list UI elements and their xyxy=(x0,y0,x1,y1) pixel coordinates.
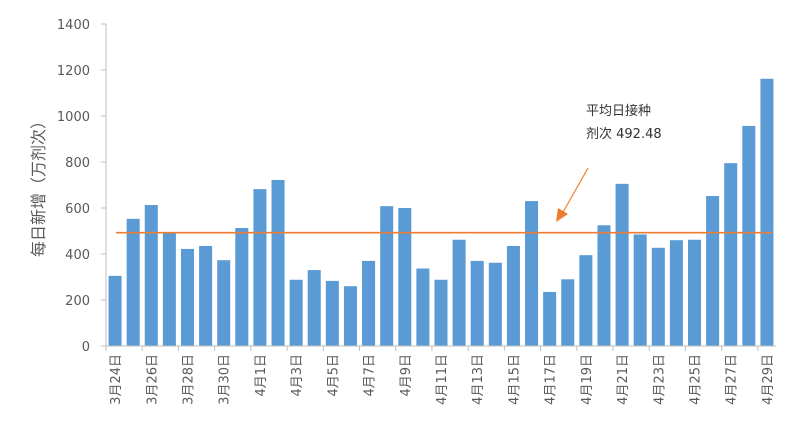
bar xyxy=(235,228,249,346)
bar xyxy=(289,279,303,346)
bar xyxy=(633,234,647,346)
average-label-line2: 剂次 492.48 xyxy=(586,126,662,142)
x-tick-label: 3月28日 xyxy=(182,354,197,405)
bar xyxy=(108,275,122,346)
x-tick-label: 4月7日 xyxy=(363,354,378,397)
x-tick-label: 4月23日 xyxy=(652,354,667,405)
bar xyxy=(597,225,611,346)
y-axis-ticks: 0 200 400 600 800 1000 1200 1400 xyxy=(57,18,106,355)
y-tick-label: 1000 xyxy=(57,110,90,125)
bar xyxy=(271,179,285,346)
x-tick-label: 3月24日 xyxy=(109,354,124,405)
y-tick-label: 1200 xyxy=(57,64,90,79)
y-tick-label: 800 xyxy=(65,156,90,171)
y-tick-label: 600 xyxy=(65,202,90,217)
annotation-arrow-line xyxy=(561,167,589,215)
x-tick-label: 4月21日 xyxy=(616,354,631,405)
x-tick-label: 4月3日 xyxy=(290,354,305,397)
average-annotation: 平均日接种 剂次 492.48 xyxy=(556,103,662,222)
y-axis-title: 每日新增（万剂次） xyxy=(29,113,48,257)
bar xyxy=(253,189,267,346)
y-tick-label: 1400 xyxy=(57,18,90,33)
bar xyxy=(343,286,357,346)
x-tick-label: 4月17日 xyxy=(544,354,559,405)
bar xyxy=(525,201,539,346)
x-tick-label: 4月11日 xyxy=(435,354,450,405)
bar xyxy=(561,279,575,346)
x-tick-label: 3月26日 xyxy=(145,354,160,405)
bar xyxy=(162,232,176,346)
bar xyxy=(669,240,683,346)
bars xyxy=(108,78,774,347)
bar xyxy=(180,248,195,346)
y-tick-label: 200 xyxy=(65,294,90,309)
x-tick-label: 4月15日 xyxy=(507,354,522,405)
bar xyxy=(452,239,466,346)
bar xyxy=(434,279,448,346)
x-tick-label: 4月19日 xyxy=(580,354,595,405)
bar xyxy=(760,78,774,347)
x-tick-label: 3月30日 xyxy=(218,354,233,405)
bar xyxy=(380,206,394,346)
average-label-line1: 平均日接种 xyxy=(586,103,651,119)
bar xyxy=(742,125,756,346)
x-tick-label: 4月1日 xyxy=(254,354,269,397)
bar xyxy=(488,262,502,346)
bar xyxy=(706,196,720,346)
bar xyxy=(144,205,158,346)
annotation-arrow-head xyxy=(556,208,568,222)
bar xyxy=(416,268,430,346)
bar xyxy=(470,260,484,346)
x-tick-label: 4月27日 xyxy=(725,354,740,405)
bar xyxy=(543,291,557,346)
y-axis-title-group: 每日新增（万剂次） xyxy=(29,113,48,257)
bar xyxy=(687,239,702,346)
y-tick-label: 400 xyxy=(65,248,90,263)
x-tick-label: 4月25日 xyxy=(689,354,704,405)
bar xyxy=(724,163,738,346)
bar xyxy=(579,255,593,346)
x-tick-label: 4月29日 xyxy=(761,354,776,405)
bar xyxy=(199,245,213,346)
bar xyxy=(506,245,520,346)
x-axis-labels: 3月24日 3月26日 3月28日 3月30日 4月1日 4月3日 4月5日 4月7日 4月9日… xyxy=(109,354,776,405)
y-tick-label: 0 xyxy=(82,340,90,355)
bar xyxy=(615,183,629,346)
bar xyxy=(651,247,665,346)
x-tick-label: 4月5日 xyxy=(326,354,341,397)
bar xyxy=(325,280,339,346)
bar xyxy=(362,260,376,346)
axes xyxy=(105,24,776,351)
x-tick-label: 4月13日 xyxy=(471,354,486,405)
bar xyxy=(398,208,412,346)
bar xyxy=(126,218,140,346)
bar xyxy=(307,270,321,346)
x-tick-label: 4月9日 xyxy=(399,354,414,397)
bar xyxy=(217,260,231,346)
